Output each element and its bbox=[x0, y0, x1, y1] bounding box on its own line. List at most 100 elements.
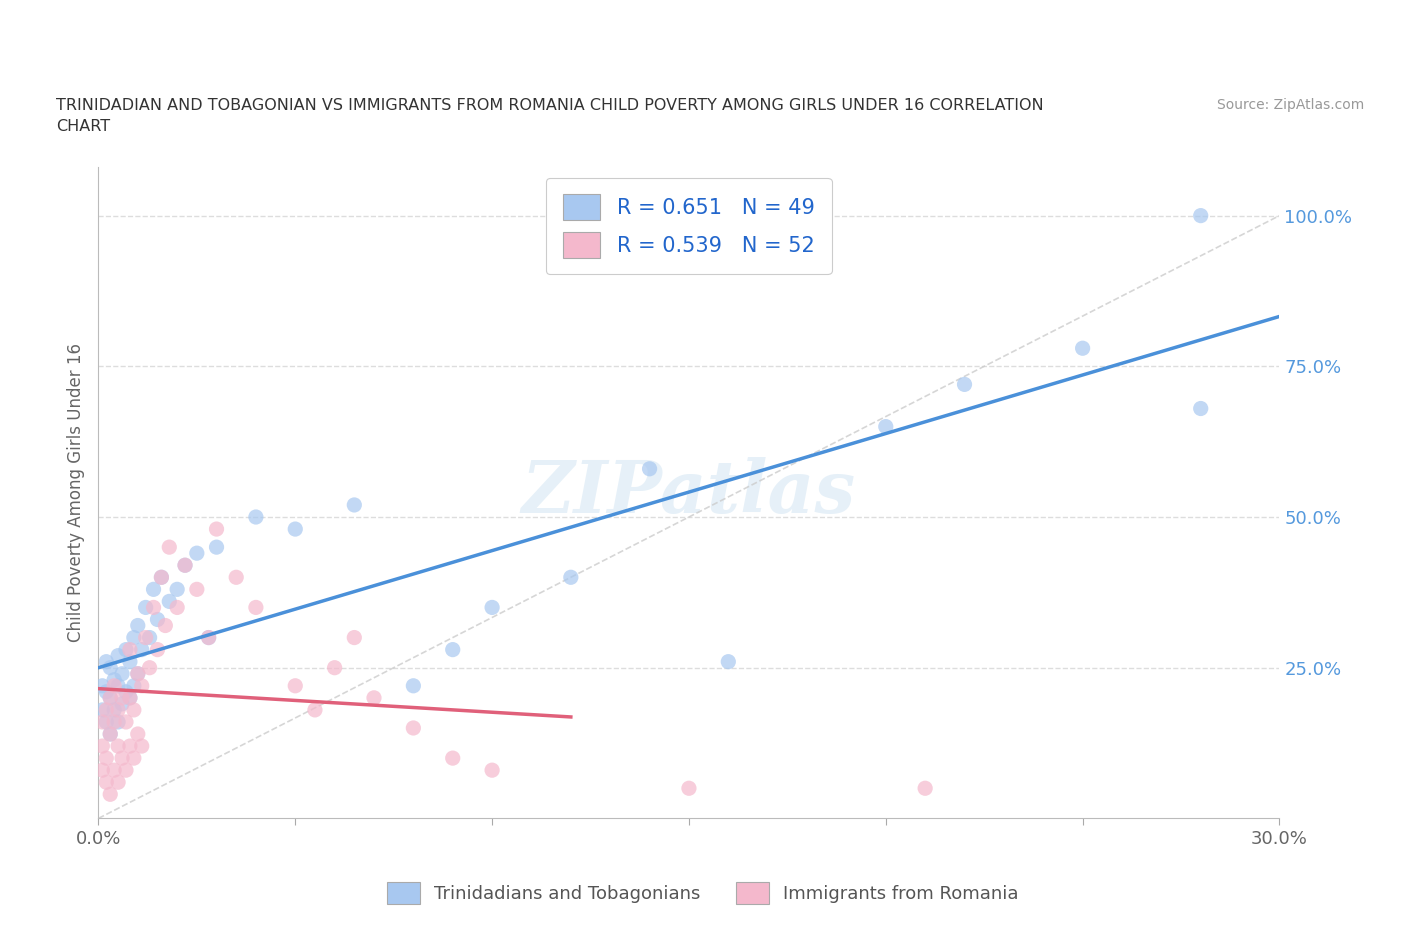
Point bbox=[111, 666, 134, 681]
Legend: R = 0.651   N = 49, R = 0.539   N = 52: R = 0.651 N = 49, R = 0.539 N = 52 bbox=[547, 178, 831, 274]
Point bbox=[205, 539, 228, 554]
Point bbox=[186, 582, 208, 597]
Point bbox=[96, 654, 118, 669]
Point bbox=[103, 763, 125, 777]
Point bbox=[131, 678, 153, 693]
Point bbox=[481, 600, 503, 615]
Point bbox=[157, 594, 180, 609]
Point bbox=[343, 498, 366, 512]
Point bbox=[146, 612, 169, 627]
Point bbox=[96, 684, 118, 699]
Point bbox=[122, 678, 145, 693]
Point bbox=[678, 781, 700, 796]
Point bbox=[107, 648, 129, 663]
Point bbox=[118, 690, 141, 705]
Point bbox=[98, 660, 121, 675]
Point bbox=[363, 690, 385, 705]
Point bbox=[717, 654, 740, 669]
Point bbox=[115, 763, 138, 777]
Point bbox=[115, 643, 138, 658]
Point bbox=[155, 618, 177, 633]
Point bbox=[96, 775, 118, 790]
Point bbox=[96, 751, 118, 765]
Point bbox=[284, 522, 307, 537]
Point bbox=[107, 678, 129, 693]
Point bbox=[875, 419, 897, 434]
Point bbox=[98, 690, 121, 705]
Point bbox=[91, 678, 114, 693]
Point bbox=[481, 763, 503, 777]
Point bbox=[91, 714, 114, 729]
Point bbox=[914, 781, 936, 796]
Point bbox=[142, 600, 165, 615]
Point bbox=[142, 582, 165, 597]
Point bbox=[638, 461, 661, 476]
Point bbox=[205, 522, 228, 537]
Point bbox=[103, 714, 125, 729]
Point bbox=[91, 738, 114, 753]
Point bbox=[174, 558, 197, 573]
Point bbox=[111, 690, 134, 705]
Point bbox=[135, 631, 157, 645]
Text: TRINIDADIAN AND TOBAGONIAN VS IMMIGRANTS FROM ROMANIA CHILD POVERTY AMONG GIRLS : TRINIDADIAN AND TOBAGONIAN VS IMMIGRANTS… bbox=[56, 98, 1043, 113]
Point bbox=[138, 660, 160, 675]
Point bbox=[98, 787, 121, 802]
Point bbox=[323, 660, 346, 675]
Point bbox=[304, 702, 326, 717]
Point bbox=[150, 570, 173, 585]
Point bbox=[118, 738, 141, 753]
Point bbox=[107, 702, 129, 717]
Point bbox=[174, 558, 197, 573]
Point bbox=[135, 600, 157, 615]
Y-axis label: Child Poverty Among Girls Under 16: Child Poverty Among Girls Under 16 bbox=[66, 343, 84, 643]
Point bbox=[122, 631, 145, 645]
Point bbox=[91, 702, 114, 717]
Point bbox=[118, 654, 141, 669]
Point bbox=[560, 570, 582, 585]
Point bbox=[98, 690, 121, 705]
Point bbox=[1071, 340, 1094, 355]
Point bbox=[115, 684, 138, 699]
Point bbox=[111, 697, 134, 711]
Point bbox=[402, 721, 425, 736]
Point bbox=[91, 763, 114, 777]
Point bbox=[197, 631, 219, 645]
Point bbox=[166, 600, 188, 615]
Point bbox=[343, 631, 366, 645]
Point bbox=[186, 546, 208, 561]
Point bbox=[157, 539, 180, 554]
Text: CHART: CHART bbox=[56, 119, 110, 134]
Point bbox=[245, 510, 267, 525]
Point bbox=[284, 678, 307, 693]
Point bbox=[245, 600, 267, 615]
Point bbox=[127, 618, 149, 633]
Point bbox=[111, 751, 134, 765]
Point bbox=[131, 643, 153, 658]
Point bbox=[122, 702, 145, 717]
Point bbox=[150, 570, 173, 585]
Point bbox=[103, 678, 125, 693]
Point bbox=[1189, 401, 1212, 416]
Point bbox=[138, 631, 160, 645]
Point bbox=[103, 672, 125, 687]
Point bbox=[441, 643, 464, 658]
Point bbox=[122, 751, 145, 765]
Point bbox=[118, 643, 141, 658]
Point bbox=[197, 631, 219, 645]
Point bbox=[107, 714, 129, 729]
Text: ZIPatlas: ZIPatlas bbox=[522, 458, 856, 528]
Point bbox=[118, 690, 141, 705]
Text: Source: ZipAtlas.com: Source: ZipAtlas.com bbox=[1216, 98, 1364, 112]
Point bbox=[98, 726, 121, 741]
Point bbox=[127, 726, 149, 741]
Point bbox=[127, 666, 149, 681]
Point bbox=[107, 738, 129, 753]
Point bbox=[127, 666, 149, 681]
Point bbox=[166, 582, 188, 597]
Point bbox=[103, 702, 125, 717]
Point bbox=[1189, 208, 1212, 223]
Point bbox=[98, 726, 121, 741]
Point bbox=[115, 714, 138, 729]
Point bbox=[146, 643, 169, 658]
Point bbox=[96, 714, 118, 729]
